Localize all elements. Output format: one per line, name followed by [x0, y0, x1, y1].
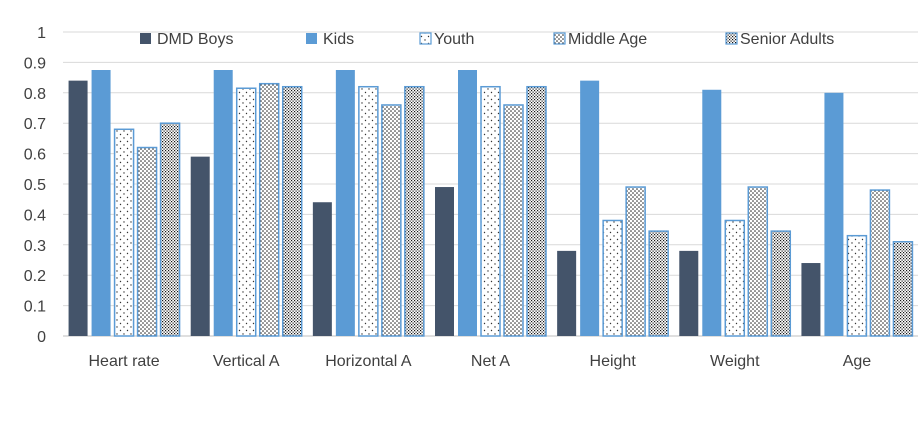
- x-tick-label: Net A: [471, 353, 510, 370]
- x-tick-label: Vertical A: [213, 353, 280, 370]
- legend-label: Kids: [323, 31, 354, 48]
- bar-kids: [580, 80, 600, 336]
- bar-middle-age: [136, 146, 158, 337]
- bar-youth: [480, 85, 501, 337]
- bar-middle-age: [258, 82, 280, 337]
- bar-youth: [358, 85, 379, 337]
- bar-dmd-boys: [435, 187, 454, 336]
- y-tick-label: 0.5: [24, 177, 46, 194]
- legend-item: Middle Age: [553, 31, 647, 48]
- bar-senior-adults: [526, 85, 547, 337]
- bar-senior-adults: [648, 230, 669, 337]
- legend: DMD Boys Kids Youth Middle Age Senior Adults: [140, 31, 834, 48]
- y-tick-label: 0.3: [24, 238, 46, 255]
- bar-kids: [702, 89, 722, 336]
- bar-middle-age: [503, 104, 524, 337]
- x-tick-label: Weight: [710, 353, 760, 370]
- bar-senior-adults: [159, 122, 181, 337]
- bar-kids: [335, 70, 355, 336]
- bar-middle-age: [869, 189, 891, 337]
- y-tick-label: 0.1: [24, 299, 46, 316]
- x-tick-label: Heart rate: [89, 353, 160, 370]
- bar-middle-age: [381, 104, 402, 337]
- legend-swatch: [725, 32, 738, 45]
- bar-middle-age: [625, 186, 646, 337]
- legend-label: Middle Age: [568, 31, 647, 48]
- bar-senior-adults: [892, 241, 914, 337]
- legend-item: DMD Boys: [140, 31, 233, 48]
- bar-youth: [602, 219, 623, 337]
- legend-item: Senior Adults: [725, 31, 834, 48]
- bar-dmd-boys: [557, 250, 577, 336]
- y-tick-label: 0.2: [24, 268, 46, 285]
- x-tick-label: Height: [590, 353, 637, 370]
- y-tick-label: 1: [37, 25, 46, 42]
- bar-youth: [235, 87, 257, 337]
- bar-dmd-boys: [679, 250, 699, 336]
- legend-swatch: [419, 32, 432, 45]
- bar-kids: [91, 70, 111, 336]
- bar-kids: [824, 92, 844, 336]
- bar-youth: [846, 234, 868, 337]
- y-tick-label: 0.6: [24, 147, 46, 164]
- legend-label: Senior Adults: [740, 31, 834, 48]
- bar-dmd-boys: [68, 80, 88, 336]
- bar-youth: [724, 219, 746, 337]
- legend-swatch: [553, 32, 566, 45]
- legend-item: Youth: [419, 31, 474, 48]
- bar-kids: [458, 70, 477, 336]
- bar-dmd-boys: [312, 202, 332, 336]
- legend-swatch: [306, 33, 317, 44]
- bar-dmd-boys: [801, 263, 821, 336]
- y-tick-label: 0.8: [24, 86, 46, 103]
- legend-label: Youth: [434, 31, 474, 48]
- y-axis: 0 0.1 0.2 0.3 0.4 0.5 0.6 0.7 0.8 0.9 1: [24, 25, 46, 346]
- bar-senior-adults: [404, 85, 425, 337]
- bars: [68, 70, 914, 337]
- bar-senior-adults: [770, 230, 792, 337]
- bar-kids: [213, 70, 233, 336]
- x-axis: Heart rate Vertical A Horizontal A Net A Hei…: [89, 353, 872, 370]
- y-tick-label: 0: [37, 329, 46, 346]
- x-tick-label: Age: [843, 353, 872, 370]
- x-tick-label: Horizontal A: [325, 353, 412, 370]
- y-tick-label: 0.7: [24, 116, 46, 133]
- legend-swatch: [140, 33, 151, 44]
- bar-senior-adults: [281, 85, 303, 337]
- bar-youth: [113, 128, 135, 337]
- bar-dmd-boys: [190, 156, 210, 336]
- y-tick-label: 0.4: [24, 207, 46, 224]
- y-tick-label: 0.9: [24, 55, 46, 72]
- legend-label: DMD Boys: [157, 31, 233, 48]
- bar-middle-age: [747, 186, 769, 337]
- legend-item: Kids: [306, 31, 354, 48]
